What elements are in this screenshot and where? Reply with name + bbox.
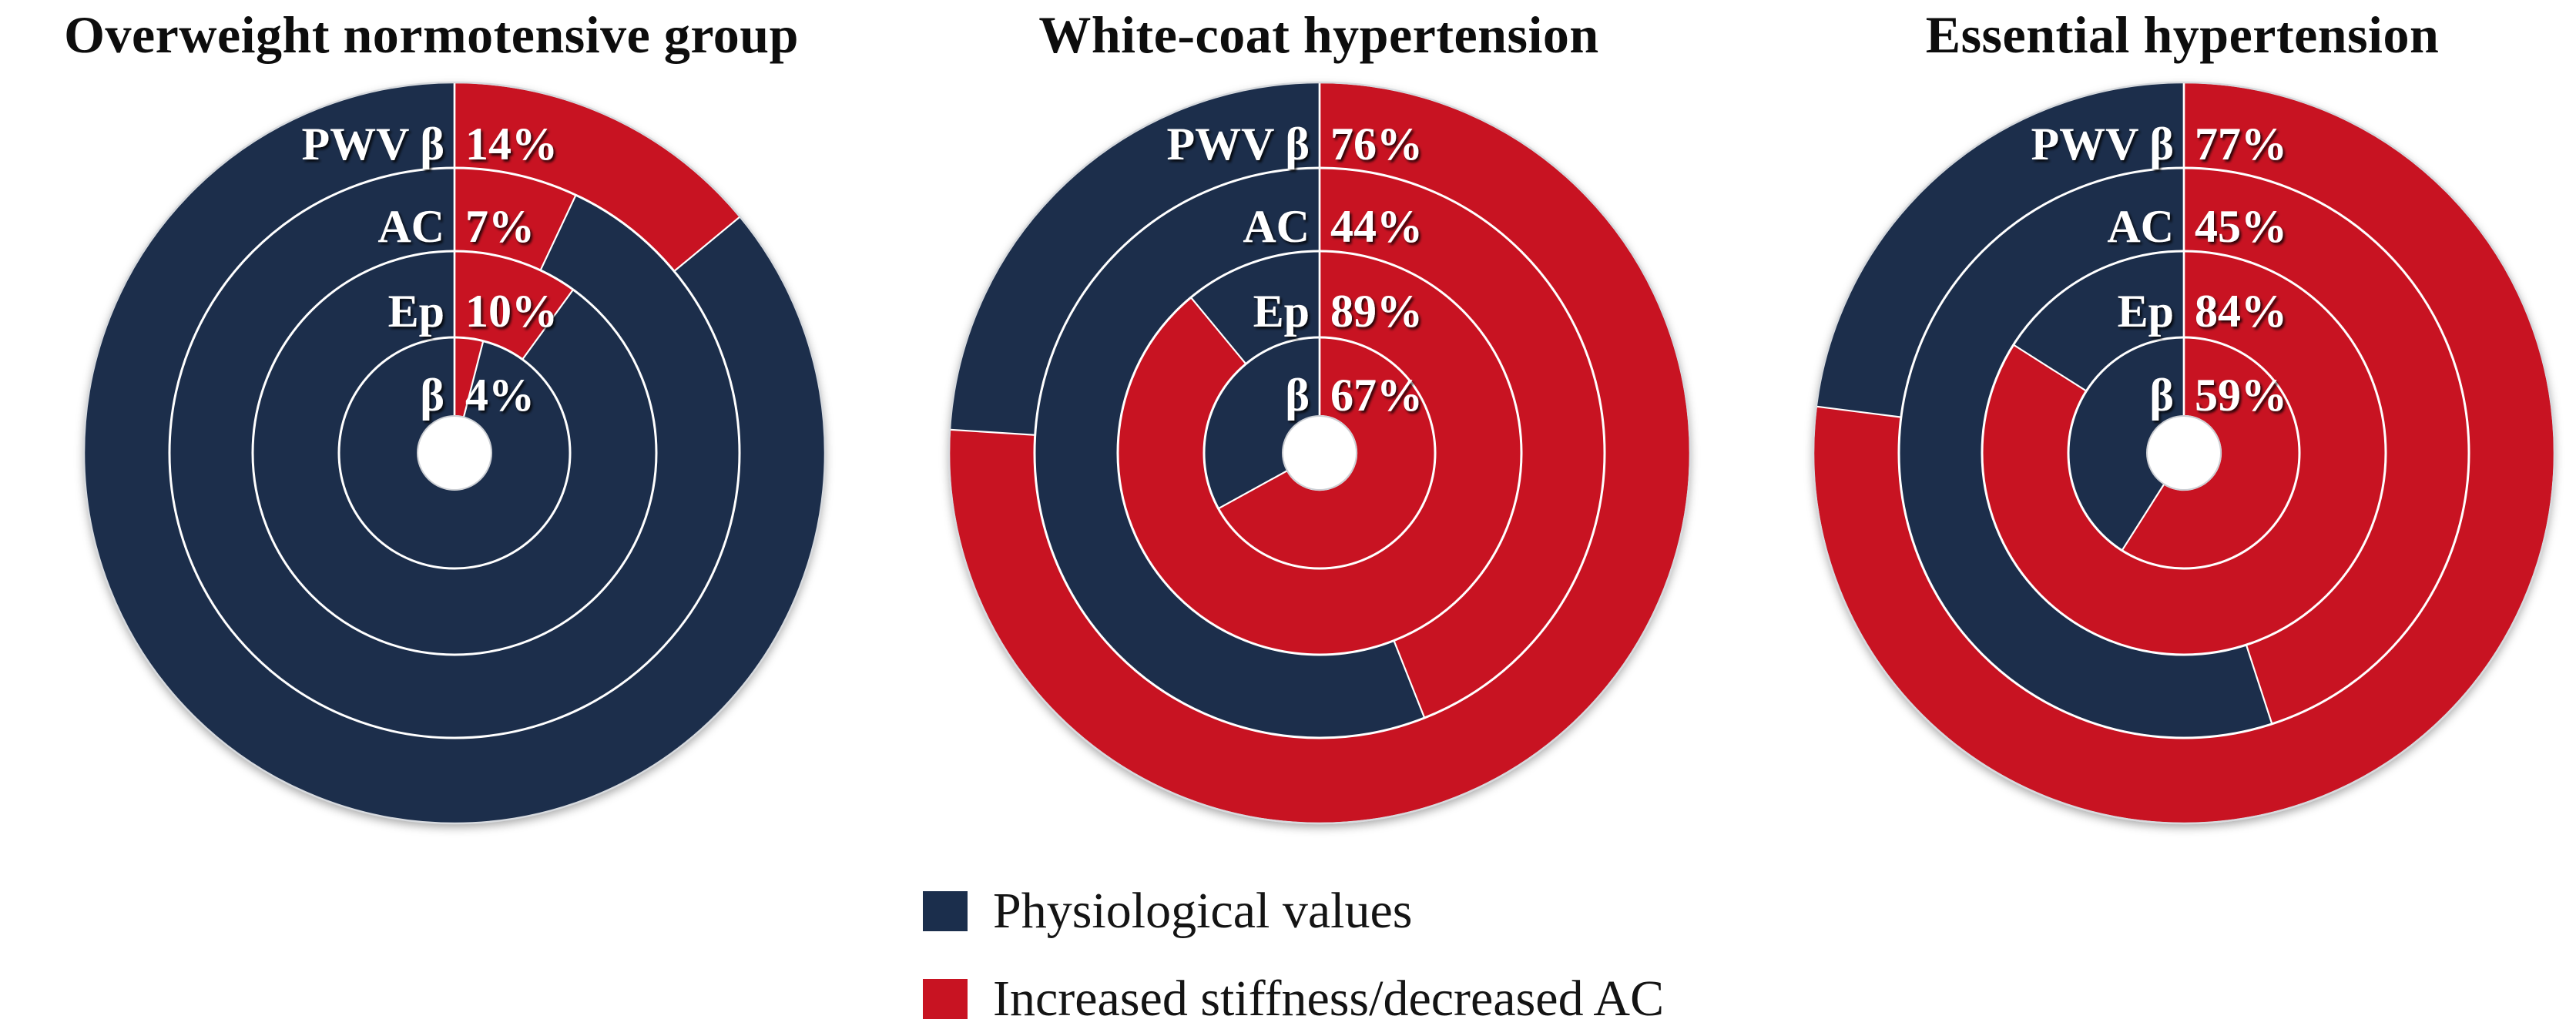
legend-item-increased-stiffness: Increased stiffness/decreased AC: [923, 974, 1664, 1024]
chart-overweight-normotensive: PWV β 14% AC 7% Ep 10% β 4%: [62, 60, 847, 846]
ring-name-label: PWV β: [2031, 119, 2174, 169]
donut-hole: [417, 415, 492, 491]
ring-name-label: β: [1285, 370, 1310, 421]
ring-name-label: PWV β: [301, 119, 444, 169]
ring-value-label: 89%: [1330, 286, 1423, 337]
ring-boundary: [337, 336, 572, 570]
ring-boundary: [1981, 250, 2387, 656]
ring-label-row: Ep 89%: [1253, 286, 1423, 337]
legend-label-physiological: Physiological values: [993, 883, 1413, 939]
ring-label-row: β 67%: [1285, 370, 1423, 421]
outer-rim: [948, 81, 1692, 825]
ring-label-row: β 59%: [2149, 370, 2287, 421]
ring-value-label: 67%: [1330, 370, 1423, 421]
ring-name-label: AC: [2107, 201, 2174, 252]
ring-value-label: 14%: [465, 119, 558, 169]
outer-rim: [1812, 81, 2556, 825]
legend-item-physiological: Physiological values: [923, 886, 1664, 937]
donut-chart-svg: PWV β 77% AC 45% Ep 84% β 59%: [1812, 81, 2556, 825]
ring-boundary: [1116, 250, 1523, 656]
legend-label-increased-stiffness: Increased stiffness/decreased AC: [993, 971, 1665, 1027]
ring-name-label: β: [2149, 370, 2174, 421]
ring-label-row: Ep 84%: [2118, 286, 2287, 337]
ring-label-row: AC 44%: [1243, 201, 1423, 252]
ring-boundary: [168, 166, 741, 739]
ring-value-label: 76%: [1330, 119, 1423, 169]
ring-value-label: 4%: [465, 370, 535, 421]
ring-label-row: PWV β 14%: [301, 119, 558, 169]
ring-boundary: [251, 250, 658, 656]
ring-name-label: AC: [1243, 201, 1310, 252]
donut-hole: [2146, 415, 2222, 491]
ring-label-row: β 4%: [420, 370, 535, 421]
ring-boundary: [1202, 336, 1437, 570]
ring-label-row: Ep 10%: [388, 286, 558, 337]
donut-hole: [1282, 415, 1357, 491]
ring-label-row: PWV β 77%: [2031, 119, 2287, 169]
outer-rim: [82, 81, 827, 825]
ring-value-label: 77%: [2195, 119, 2287, 169]
legend-swatch-physiological: [923, 891, 968, 931]
ring-boundary: [1897, 166, 2470, 739]
ring-value-label: 10%: [465, 286, 558, 337]
ring-boundary: [1033, 166, 1606, 739]
chart-title-essential: Essential hypertension: [1925, 5, 2440, 64]
ring-value-label: 45%: [2195, 201, 2287, 252]
ring-label-row: AC 45%: [2107, 201, 2287, 252]
chart-white-coat-hypertension: PWV β 76% AC 44% Ep 89% β 67%: [927, 60, 1712, 846]
ring-value-label: 59%: [2195, 370, 2287, 421]
ring-name-label: β: [420, 370, 444, 421]
chart-essential-hypertension: PWV β 77% AC 45% Ep 84% β 59%: [1791, 60, 2576, 846]
chart-title-white-coat: White-coat hypertension: [1038, 5, 1599, 64]
ring-label-row: PWV β 76%: [1166, 119, 1423, 169]
donut-chart-svg: PWV β 76% AC 44% Ep 89% β 67%: [948, 81, 1692, 825]
ring-value-label: 7%: [465, 201, 535, 252]
ring-label-row: AC 7%: [377, 201, 535, 252]
ring-name-label: Ep: [1253, 286, 1310, 337]
ring-name-label: PWV β: [1166, 119, 1310, 169]
legend: Physiological values Increased stiffness…: [923, 886, 1664, 1024]
legend-swatch-increased-stiffness: [923, 979, 968, 1019]
ring-name-label: AC: [377, 201, 444, 252]
ring-boundary: [2067, 336, 2301, 570]
ring-value-label: 44%: [1330, 201, 1423, 252]
chart-title-overweight: Overweight normotensive group: [64, 5, 799, 64]
ring-name-label: Ep: [2118, 286, 2174, 337]
ring-value-label: 84%: [2195, 286, 2287, 337]
ring-name-label: Ep: [388, 286, 444, 337]
donut-chart-svg: PWV β 14% AC 7% Ep 10% β 4%: [82, 81, 827, 825]
